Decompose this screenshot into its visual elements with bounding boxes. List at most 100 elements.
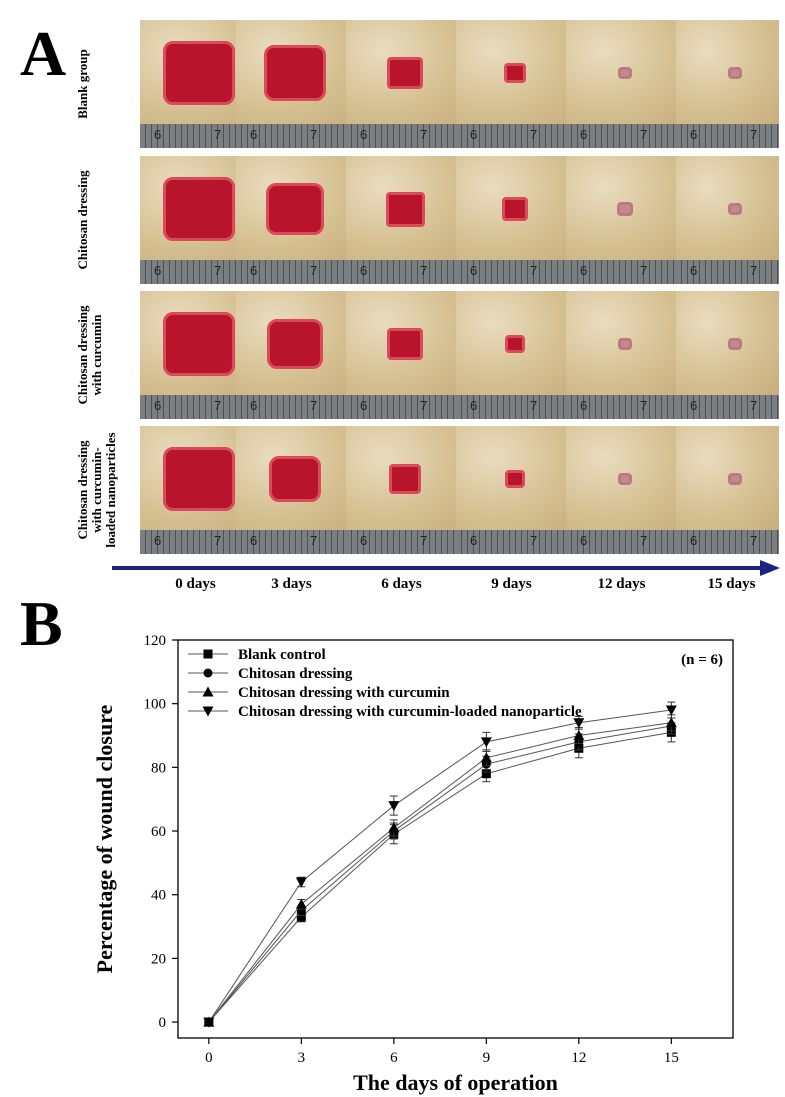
wound-area xyxy=(163,312,235,376)
ruler-tick-label: 6 xyxy=(360,398,368,413)
wound-area xyxy=(163,41,235,105)
data-point xyxy=(295,877,307,888)
ruler-tick-label: 7 xyxy=(640,398,648,413)
ruler-tick-label: 7 xyxy=(420,263,428,278)
wound-area xyxy=(387,327,423,361)
wound-area xyxy=(728,67,742,79)
y-tick-label: 20 xyxy=(151,951,166,967)
wound-area xyxy=(265,182,325,236)
legend-marker xyxy=(202,686,214,697)
ruler-tick-label: 6 xyxy=(690,533,698,548)
y-axis-label: Percentage of wound closure xyxy=(92,704,117,973)
x-tick-label: 3 xyxy=(298,1050,306,1066)
ruler-tick-label: 6 xyxy=(470,533,478,548)
day-label: 9 days xyxy=(491,576,532,592)
ruler-tick-label: 6 xyxy=(690,398,698,413)
ruler-tick-label: 7 xyxy=(214,533,222,548)
row-label: Chitosan dressing xyxy=(75,170,90,270)
ruler-tick-label: 7 xyxy=(310,398,318,413)
wound-area xyxy=(388,464,422,494)
timeline-arrow xyxy=(112,560,780,576)
data-point xyxy=(573,718,585,729)
day-label: 6 days xyxy=(381,576,422,592)
ruler-tick-label: 6 xyxy=(154,263,162,278)
ruler-tick-label: 7 xyxy=(310,127,318,142)
x-tick-label: 15 xyxy=(664,1050,679,1066)
wound-closure-chart: 0 3 6 9 12 15 0 20 40 60 80 100 120 The days of opera… xyxy=(92,633,734,1095)
ruler-tick-label: 7 xyxy=(530,533,538,548)
legend-label: Chitosan dressing xyxy=(238,666,353,682)
wound-area xyxy=(267,319,323,369)
legend-label: Chitosan dressing with curcumin xyxy=(238,685,450,701)
sample-size-annotation: (n = 6) xyxy=(681,652,723,668)
ruler-tick-label: 6 xyxy=(250,263,258,278)
ruler-tick-label: 6 xyxy=(580,263,588,278)
ruler-tick-label: 6 xyxy=(360,533,368,548)
ruler-tick-label: 7 xyxy=(640,533,648,548)
series-line xyxy=(208,731,672,1023)
day-label: 15 days xyxy=(707,576,756,592)
y-tick-label: 0 xyxy=(159,1015,167,1031)
data-point xyxy=(388,801,400,812)
ruler-tick-label: 6 xyxy=(580,533,588,548)
wound-area xyxy=(728,203,742,215)
day-label: 3 days xyxy=(271,576,312,592)
wound-area xyxy=(163,177,235,241)
wound-area xyxy=(505,335,525,353)
wound-area xyxy=(728,473,742,485)
panel-b-letter: B xyxy=(20,588,63,659)
wound-area xyxy=(728,338,742,350)
wound-area xyxy=(618,67,632,79)
x-axis-label: The days of operation xyxy=(353,1070,558,1095)
ruler-tick-label: 6 xyxy=(470,398,478,413)
data-point xyxy=(296,912,306,922)
ruler-tick-label: 7 xyxy=(310,533,318,548)
row-label: Blank group xyxy=(75,49,90,119)
ruler-tick-label: 7 xyxy=(214,127,222,142)
y-tick-label: 120 xyxy=(144,633,167,649)
legend-label: Blank control xyxy=(238,647,326,663)
ruler-tick-label: 6 xyxy=(360,127,368,142)
ruler-tick-label: 6 xyxy=(470,263,478,278)
x-tick-label: 9 xyxy=(483,1050,491,1066)
day-label: 12 days xyxy=(597,576,646,592)
wound-area xyxy=(617,201,633,217)
row-label: Chitosan dressing with curcumin xyxy=(75,305,104,405)
panel-a-letter: A xyxy=(20,18,67,89)
ruler-tick-label: 7 xyxy=(214,398,222,413)
ruler-tick-label: 7 xyxy=(750,263,758,278)
series-line xyxy=(208,709,672,1023)
ruler-tick-label: 7 xyxy=(530,398,538,413)
ruler-tick-label: 7 xyxy=(750,533,758,548)
y-tick-label: 40 xyxy=(151,888,166,904)
plot-frame xyxy=(177,639,734,1039)
wound-area xyxy=(163,447,235,511)
ruler-tick-label: 7 xyxy=(750,398,758,413)
legend-label: Chitosan dressing with curcumin-loaded n… xyxy=(238,704,582,720)
ruler-tick-label: 6 xyxy=(360,263,368,278)
ruler-tick-label: 7 xyxy=(214,263,222,278)
